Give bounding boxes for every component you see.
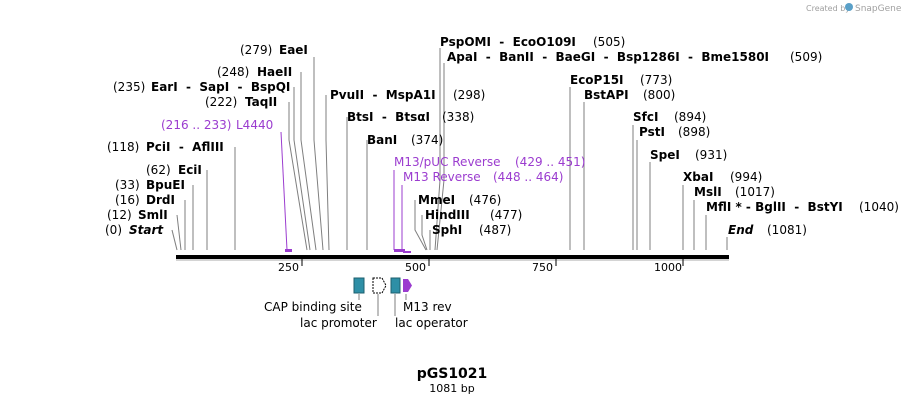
tick-1000: 1000 bbox=[654, 261, 682, 274]
site-bstapi-pos: (800) bbox=[643, 88, 675, 102]
site-mmei-pos: (476) bbox=[469, 193, 501, 207]
site-pvuii-name[interactable]: PvuII - MspA1I bbox=[330, 88, 436, 102]
site-bpuei-name[interactable]: BpuEI bbox=[146, 178, 185, 192]
site-mfli-pos: (1040) bbox=[859, 200, 899, 214]
site-pcii-name[interactable]: PciI - AflIII bbox=[146, 140, 224, 154]
site-xbai-pos: (994) bbox=[730, 170, 762, 184]
primer-l4440-name[interactable]: L4440 bbox=[236, 118, 273, 132]
site-eaei-pos: (279) bbox=[240, 43, 272, 57]
site-pcii-pos: (118) bbox=[107, 140, 139, 154]
site-haeii-pos: (248) bbox=[217, 65, 249, 79]
primer-leader-lines bbox=[280, 131, 403, 251]
primer-m13-reverse-bar[interactable] bbox=[403, 251, 411, 253]
site-spei-pos: (931) bbox=[695, 148, 727, 162]
primer-m13-puc-reverse-bar[interactable] bbox=[394, 249, 405, 252]
primer-l4440-range: (216 .. 233) bbox=[161, 118, 231, 132]
site-leader-lines bbox=[171, 48, 728, 251]
site-bstapi-name[interactable]: BstAPI bbox=[584, 88, 629, 102]
lac-promoter-label: lac promoter bbox=[300, 316, 377, 330]
primer-l4440-bar[interactable] bbox=[285, 249, 292, 252]
primer-m13-puc-reverse-name[interactable]: M13/pUC Reverse bbox=[394, 155, 501, 169]
lac-promoter-feature[interactable] bbox=[372, 277, 387, 294]
site-btsi-name[interactable]: BtsI - BtsαI bbox=[347, 110, 430, 124]
plasmid-name: pGS1021 bbox=[417, 366, 488, 382]
snapgene-logo-icon bbox=[845, 3, 853, 11]
site-eari-pos: (235) bbox=[113, 80, 145, 94]
site-end-name[interactable]: End bbox=[728, 223, 754, 237]
site-ecii-name[interactable]: EciI bbox=[178, 163, 202, 177]
lac-operator-label: lac operator bbox=[395, 316, 468, 330]
site-mfli-name[interactable]: MflI * - BglII - BstYI bbox=[706, 200, 843, 214]
leader-eaei bbox=[313, 57, 324, 251]
site-sfci-name[interactable]: SfcI bbox=[633, 110, 658, 124]
site-xbai-name[interactable]: XbaI bbox=[683, 170, 713, 184]
cap-binding-site-feature[interactable] bbox=[353, 277, 365, 294]
site-pspomi-pos: (505) bbox=[593, 35, 625, 49]
tick-750: 750 bbox=[532, 261, 553, 274]
site-haeii-name[interactable]: HaeII bbox=[257, 65, 292, 79]
ruler-ticks bbox=[301, 259, 684, 266]
site-bpuei-pos: (33) bbox=[115, 178, 140, 192]
site-start-pos: (0) bbox=[105, 223, 122, 237]
site-drdi-name[interactable]: DrdI bbox=[146, 193, 175, 207]
site-ecii-pos: (62) bbox=[146, 163, 171, 177]
site-ecop15i-pos: (773) bbox=[640, 73, 672, 87]
site-mmei-name[interactable]: MmeI bbox=[418, 193, 455, 207]
site-spei-name[interactable]: SpeI bbox=[650, 148, 680, 162]
site-bani-pos: (374) bbox=[411, 133, 443, 147]
site-psti-pos: (898) bbox=[678, 125, 710, 139]
primer-m13-puc-reverse-range: (429 .. 451) bbox=[515, 155, 585, 169]
site-apai-name[interactable]: ApaI - BanII - BaeGI - Bsp1286I - Bme158… bbox=[447, 50, 769, 64]
site-start-name[interactable]: Start bbox=[129, 223, 164, 237]
site-eari-name[interactable]: EarI - SapI - BspQI bbox=[151, 80, 290, 94]
site-smli-pos: (12) bbox=[107, 208, 132, 222]
site-sfci-pos: (894) bbox=[674, 110, 706, 124]
tick-250: 250 bbox=[278, 261, 299, 274]
m13-rev-label: M13 rev bbox=[403, 300, 452, 314]
site-drdi-pos: (16) bbox=[115, 193, 140, 207]
primer-m13-reverse-range: (448 .. 464) bbox=[493, 170, 563, 184]
site-bani-name[interactable]: BanI bbox=[367, 133, 397, 147]
site-btsi-pos: (338) bbox=[442, 110, 474, 124]
plasmid-length: 1081 bp bbox=[429, 382, 474, 395]
site-end-pos: (1081) bbox=[767, 223, 807, 237]
site-eaei-name[interactable]: EaeI bbox=[279, 43, 308, 57]
site-apai-pos: (509) bbox=[790, 50, 822, 64]
created-by-label: Created by bbox=[806, 4, 850, 13]
lac-operator-feature[interactable] bbox=[390, 277, 401, 294]
site-psti-name[interactable]: PstI bbox=[639, 125, 665, 139]
site-sphi-pos: (487) bbox=[479, 223, 511, 237]
site-hindiii-name[interactable]: HindIII bbox=[425, 208, 470, 222]
feature-leader-lines bbox=[358, 294, 407, 316]
site-taqii-pos: (222) bbox=[205, 95, 237, 109]
site-msli-pos: (1017) bbox=[735, 185, 775, 199]
site-hindiii-pos: (477) bbox=[490, 208, 522, 222]
site-pvuii-pos: (298) bbox=[453, 88, 485, 102]
site-msli-name[interactable]: MslI bbox=[694, 185, 722, 199]
tick-500: 500 bbox=[405, 261, 426, 274]
snapgene-brand: SnapGene bbox=[855, 4, 902, 14]
site-sphi-name[interactable]: SphI bbox=[432, 223, 462, 237]
site-taqii-name[interactable]: TaqII bbox=[245, 95, 277, 109]
site-smli-name[interactable]: SmlI bbox=[138, 208, 168, 222]
primer-m13-reverse-name[interactable]: M13 Reverse bbox=[403, 170, 481, 184]
m13-rev-feature[interactable] bbox=[403, 279, 412, 292]
leader-haeii bbox=[300, 72, 317, 251]
cap-binding-site-label: CAP binding site bbox=[264, 300, 362, 314]
site-pspomi-name[interactable]: PspOMI - EcoO109I bbox=[440, 35, 576, 49]
site-ecop15i-name[interactable]: EcoP15I bbox=[570, 73, 624, 87]
sequence-backbone bbox=[176, 255, 729, 259]
